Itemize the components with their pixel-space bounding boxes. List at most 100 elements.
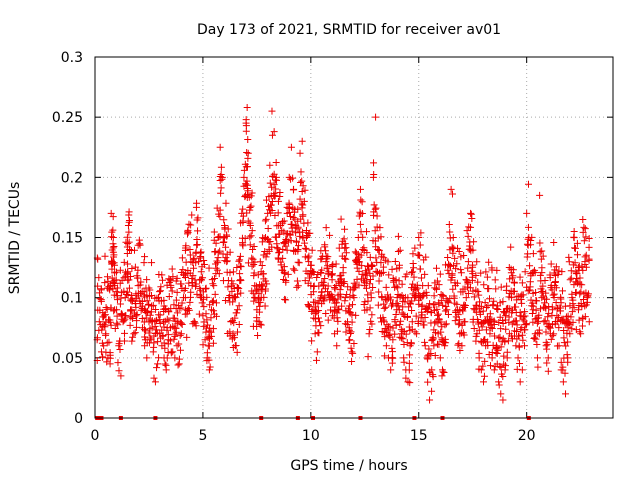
data-point [501,362,509,370]
data-point [516,308,524,316]
data-point [512,303,520,311]
data-point [391,330,399,338]
data-point [526,262,534,270]
data-point [359,246,367,254]
data-point [338,240,346,248]
data-point [247,202,255,210]
data-point [328,276,336,284]
data-point [333,299,341,307]
data-point [148,302,156,310]
data-point [544,313,552,321]
data-point [314,299,322,307]
data-point [292,237,300,245]
data-point [436,270,444,278]
data-point [224,225,232,233]
data-point [442,320,450,328]
data-point [408,297,416,305]
data-point [461,304,469,312]
data-point [171,354,179,362]
data-point [377,233,385,241]
data-point [370,211,378,219]
data-point [404,378,412,386]
data-point [551,266,559,274]
data-point [434,310,442,318]
data-point [134,266,142,274]
data-point [105,338,113,346]
data-point [235,302,243,310]
data-point [491,332,499,340]
data-point [137,289,145,297]
data-point [341,244,349,252]
data-point [501,309,509,317]
data-point [350,279,358,287]
data-point [472,332,480,340]
data-point [342,249,350,257]
data-point [193,199,201,207]
data-point [137,278,145,286]
data-point [457,266,465,274]
data-point [160,302,168,310]
data-point [101,252,109,260]
data-point [327,270,335,278]
data-point [421,338,429,346]
data-point [347,344,355,352]
data-point [233,309,241,317]
data-point [295,242,303,250]
data-point [437,297,445,305]
data-point [197,268,205,276]
data-point [305,303,313,311]
data-point [543,295,551,303]
data-point [555,324,563,332]
data-point [167,349,175,357]
data-point [244,187,252,195]
data-point [294,247,302,255]
data-point [321,241,329,249]
data-point [274,245,282,253]
data-point [529,268,537,276]
data-point [581,313,589,321]
data-point [446,234,454,242]
data-point [378,327,386,335]
data-point [113,292,121,300]
data-point [177,280,185,288]
data-point [414,319,422,327]
data-point [425,345,433,353]
data-point [482,303,490,311]
data-point [555,267,563,275]
data-point [243,104,251,112]
data-point [564,358,572,366]
data-point [152,306,160,314]
data-point [521,312,529,320]
data-point [566,276,574,284]
data-point [534,363,542,371]
data-point [321,274,329,282]
data-point [388,354,396,362]
data-point [541,299,549,307]
data-point [327,290,335,298]
data-point [357,251,365,259]
data-point [371,205,379,213]
data-point [527,272,535,280]
data-point [479,362,487,370]
data-point [403,270,411,278]
data-point [505,264,513,272]
data-point [345,302,353,310]
data-point [477,302,485,310]
data-point [518,279,526,287]
data-point [369,272,377,280]
data-point [538,288,546,296]
data-point [462,294,470,302]
data-point [125,276,133,284]
data-point [294,223,302,231]
data-point [150,374,158,382]
data-point [498,370,506,378]
data-point [124,291,132,299]
data-point [363,228,371,236]
data-point [262,285,270,293]
data-point [313,348,321,356]
data-point [198,299,206,307]
data-point [455,340,463,348]
data-point [518,366,526,374]
data-point [120,337,128,345]
data-point [236,270,244,278]
